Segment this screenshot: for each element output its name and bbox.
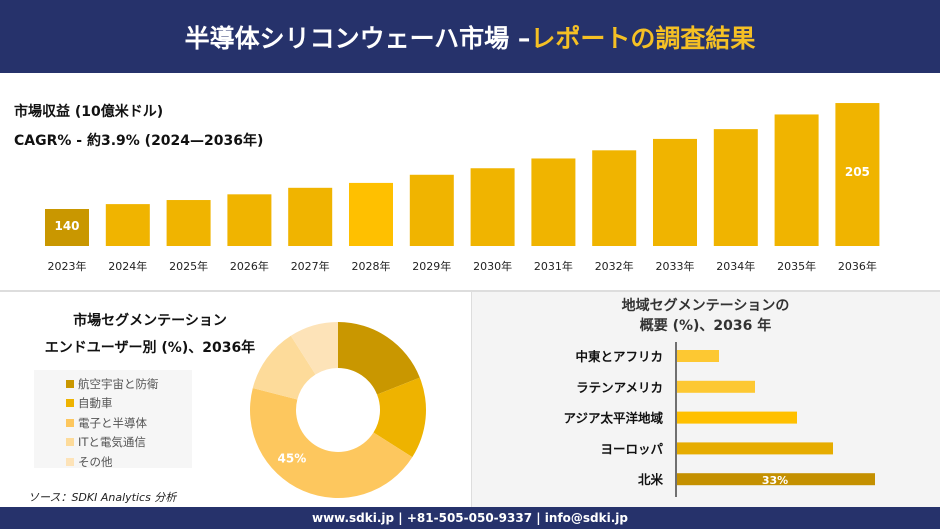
region-title-line1: 地域セグメンテーションの	[621, 298, 790, 314]
bar-2028年	[349, 182, 393, 246]
x-tick-label: 2026年	[230, 259, 269, 273]
segment-title-line2: エンドユーザー別 (%)、2036年	[44, 340, 256, 356]
region-label: アジア太平洋地域	[563, 411, 663, 426]
divider	[0, 290, 940, 292]
x-tick-label: 2030年	[473, 259, 512, 273]
x-tick-label: 2025年	[169, 259, 208, 273]
legend-swatch	[66, 438, 74, 447]
legend-item: ITと電気通信	[66, 433, 192, 453]
donut-slice	[252, 335, 316, 400]
bar-2029年	[409, 174, 454, 246]
region-bar	[677, 380, 755, 393]
region-label: ヨーロッパ	[600, 441, 663, 456]
end-user-donut-chart: 45%	[250, 322, 426, 498]
region-label: ラテンアメリカ	[576, 380, 663, 395]
x-tick-label: 2033年	[656, 259, 695, 273]
bar-2034年	[713, 129, 758, 246]
bar-2031年	[531, 158, 576, 246]
legend-item: 自動車	[66, 394, 192, 414]
x-tick-label: 2027年	[291, 259, 330, 273]
data-label: 33%	[762, 474, 788, 487]
bar-2030年	[470, 168, 515, 246]
donut-slice	[250, 388, 413, 498]
region-panel	[471, 292, 940, 507]
region-label: 北米	[638, 472, 664, 487]
x-tick-label: 2032年	[595, 259, 634, 273]
region-bar	[677, 442, 833, 455]
x-tick-label: 2034年	[716, 259, 755, 273]
bar-2032年	[592, 150, 637, 246]
region-bar	[677, 350, 719, 362]
region-title-line2: 概要 (%)、2036 年	[639, 318, 772, 334]
donut-legend: 航空宇宙と防衛 自動車電子と半導体 ITと電気通信 その他	[34, 370, 192, 469]
legend-label: ITと電気通信	[78, 435, 146, 450]
region-bar	[677, 473, 875, 486]
legend-swatch	[66, 399, 74, 408]
legend-item: 航空宇宙と防衛	[66, 374, 192, 394]
bar-2026年	[227, 194, 272, 246]
x-tick-label: 2035年	[777, 259, 816, 273]
x-tick-label: 2024年	[108, 259, 147, 273]
legend-swatch	[66, 457, 74, 466]
bar-2023年	[45, 208, 89, 246]
legend-item: その他	[66, 452, 192, 472]
legend-swatch	[66, 418, 74, 427]
legend-label: 自動車	[78, 396, 113, 411]
cagr-label: CAGR% - 約3.9% (2024—2036年)	[14, 133, 264, 149]
bar-2033年	[653, 138, 697, 246]
legend-swatch	[66, 379, 74, 388]
source-note: ソース：SDKI Analytics 分析	[28, 491, 177, 504]
x-tick-label: 2036年	[838, 259, 877, 273]
x-tick-label: 2031年	[534, 259, 573, 273]
x-tick-label: 2029年	[412, 259, 451, 273]
data-label: 205	[845, 165, 870, 179]
bar-2025年	[166, 200, 211, 246]
donut-slice	[290, 322, 338, 375]
bar-2024年	[105, 204, 150, 246]
revenue-bar-chart: 2023年 140 2024年 2025年 2026年 2027年 2028年 2029年 20…	[45, 103, 880, 273]
bar-2035年	[774, 114, 819, 246]
region-title: 地域セグメンテーションの 概要 (%)、2036 年	[471, 296, 940, 336]
legend-label: 電子と半導体	[78, 415, 147, 430]
legend-item: 電子と半導体	[66, 413, 192, 433]
bar-2036年	[835, 103, 880, 246]
slice-label: 45%	[278, 452, 307, 466]
segment-title-line1: 市場セグメンテーション	[73, 313, 227, 329]
donut-slice	[373, 377, 426, 458]
header-title: 半導体シリコンウェーハ市場 –	[184, 23, 531, 53]
report-header: 半導体シリコンウェーハ市場 – レポートの調査結果	[0, 0, 940, 73]
x-tick-label: 2028年	[352, 259, 391, 273]
header-title-highlight: レポートの調査結果	[530, 23, 756, 53]
bar-2027年	[288, 187, 333, 246]
region-bar	[677, 411, 797, 424]
revenue-label: 市場収益 (10億米ドル)	[14, 104, 164, 120]
legend-label: 航空宇宙と防衛	[78, 376, 159, 391]
donut-slice	[338, 322, 420, 395]
legend-label: その他	[78, 454, 113, 469]
x-tick-label: 2023年	[48, 259, 87, 273]
region-label: 中東とアフリカ	[575, 349, 663, 364]
data-label: 140	[54, 219, 79, 233]
footer-contact: www.sdki.jp | +81-505-050-9337 | info@sd…	[0, 507, 940, 529]
